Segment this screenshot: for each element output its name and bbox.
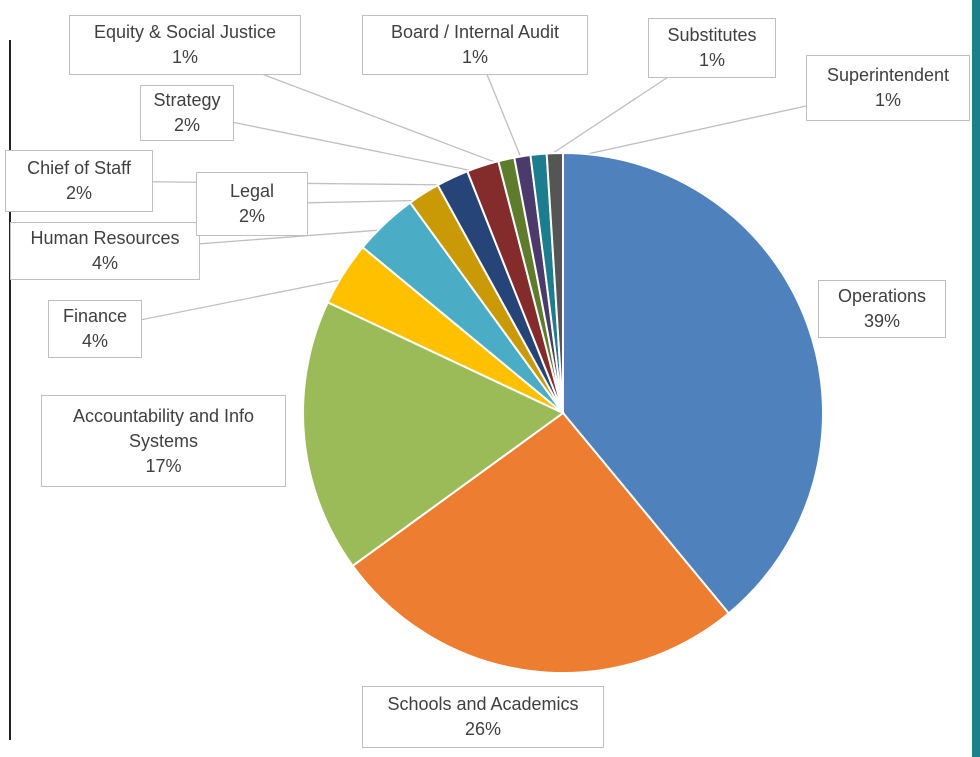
category-label: Strategy (153, 90, 221, 110)
value-label: 26% (464, 719, 502, 739)
category-label: Superintendent (826, 65, 950, 85)
category-label: Chief of Staff (27, 158, 131, 178)
value-label: 2% (173, 115, 200, 135)
data-label: Legal 2% (196, 172, 308, 236)
category-label: Accountability and Info Systems (72, 405, 255, 451)
value-label: 17% (145, 455, 182, 476)
category-label: Equity & Social Justice (93, 22, 277, 42)
value-label: 4% (81, 331, 108, 351)
category-label: Finance (62, 306, 128, 326)
category-label: Board / Internal Audit (390, 22, 560, 42)
category-label: Schools and Academics (387, 694, 579, 714)
data-label: Operations 39% (818, 280, 946, 338)
slice (562, 151, 824, 615)
data-label: Accountability and Info Systems 17% (41, 395, 286, 487)
data-label: Substitutes 1% (648, 18, 776, 78)
value-label: 1% (698, 50, 725, 70)
slice (545, 151, 564, 414)
value-label: 1% (171, 47, 198, 67)
value-label: 4% (91, 253, 118, 273)
value-label: 1% (461, 47, 488, 67)
slice (351, 411, 731, 674)
data-label: Schools and Academics 26% (362, 686, 604, 748)
data-label: Chief of Staff 2% (5, 150, 153, 212)
background-side-bar (972, 0, 980, 757)
data-label: Equity & Social Justice 1% (69, 15, 301, 75)
category-label: Operations (837, 286, 927, 306)
data-label: Board / Internal Audit 1% (362, 15, 588, 75)
value-label: 1% (874, 90, 901, 110)
category-label: Human Resources (30, 228, 180, 248)
slices (302, 151, 824, 674)
category-label: Substitutes (667, 25, 757, 45)
category-label: Legal (229, 181, 275, 201)
data-label: Superintendent 1% (806, 55, 970, 121)
value-label: 39% (863, 311, 901, 331)
data-label: Finance 4% (48, 300, 142, 358)
leader-line (186, 112, 486, 174)
data-label: Strategy 2% (140, 85, 234, 141)
value-label: 2% (238, 206, 265, 226)
data-label: Human Resources 4% (10, 222, 200, 280)
value-label: 2% (65, 183, 92, 203)
slice (302, 300, 565, 568)
